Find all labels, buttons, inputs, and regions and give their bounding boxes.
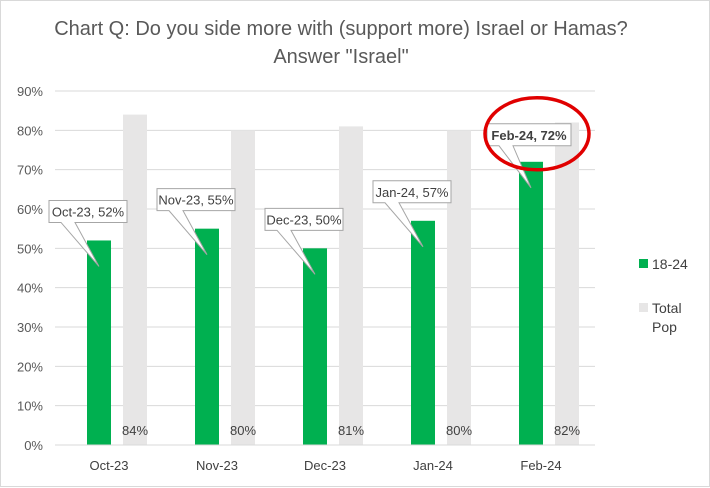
callout-label: Dec-23, 50% bbox=[266, 212, 342, 227]
bar-18-24 bbox=[195, 228, 219, 445]
highlight-circle bbox=[483, 96, 591, 172]
y-tick-label: 20% bbox=[17, 359, 43, 374]
x-tick-label: Nov-23 bbox=[196, 458, 238, 473]
callout-box bbox=[372, 180, 452, 248]
callout-box bbox=[156, 188, 236, 255]
data-label-total-pop: 80% bbox=[446, 423, 472, 438]
legend-label-total-pop: Total Pop bbox=[652, 300, 682, 335]
bar-total-pop bbox=[123, 114, 147, 445]
y-tick-label: 30% bbox=[17, 320, 43, 335]
x-tick-label: Feb-24 bbox=[520, 458, 561, 473]
x-tick-label: Dec-23 bbox=[304, 458, 346, 473]
y-tick-label: 60% bbox=[17, 202, 43, 217]
chart-title: Chart Q: Do you side more with (support … bbox=[54, 18, 628, 68]
legend-swatch-total-pop bbox=[639, 303, 648, 312]
bar-total-pop bbox=[447, 130, 471, 446]
y-tick-label: 0% bbox=[24, 438, 43, 453]
y-tick-label: 70% bbox=[17, 163, 43, 178]
bar-total-pop bbox=[231, 130, 255, 446]
callout-box bbox=[264, 207, 344, 275]
bar-18-24 bbox=[87, 240, 111, 445]
bar-18-24 bbox=[303, 248, 327, 445]
y-tick-label: 10% bbox=[17, 399, 43, 414]
y-tick-label: 80% bbox=[17, 123, 43, 138]
bar-total-pop bbox=[555, 122, 579, 445]
callout-label: Feb-24, 72% bbox=[491, 128, 567, 143]
data-label-total-pop: 82% bbox=[554, 423, 580, 438]
callout-box bbox=[48, 199, 128, 267]
y-tick-label: 90% bbox=[17, 84, 43, 99]
callout-label: Oct-23, 52% bbox=[52, 204, 125, 219]
x-tick-label: Oct-23 bbox=[89, 458, 128, 473]
bar-18-24 bbox=[519, 161, 543, 446]
legend-label-18-24: 18-24 bbox=[652, 256, 688, 272]
callout-label: Nov-23, 55% bbox=[158, 193, 234, 208]
y-tick-label: 40% bbox=[17, 281, 43, 296]
bar-18-24 bbox=[411, 220, 435, 445]
legend-swatch-18-24 bbox=[639, 259, 648, 268]
bar-total-pop bbox=[339, 126, 363, 446]
data-label-total-pop: 80% bbox=[230, 423, 256, 438]
data-label-total-pop: 84% bbox=[122, 423, 148, 438]
x-tick-label: Jan-24 bbox=[413, 458, 453, 473]
callout-label: Jan-24, 57% bbox=[376, 185, 449, 200]
y-tick-label: 50% bbox=[17, 241, 43, 256]
data-label-total-pop: 81% bbox=[338, 423, 364, 438]
